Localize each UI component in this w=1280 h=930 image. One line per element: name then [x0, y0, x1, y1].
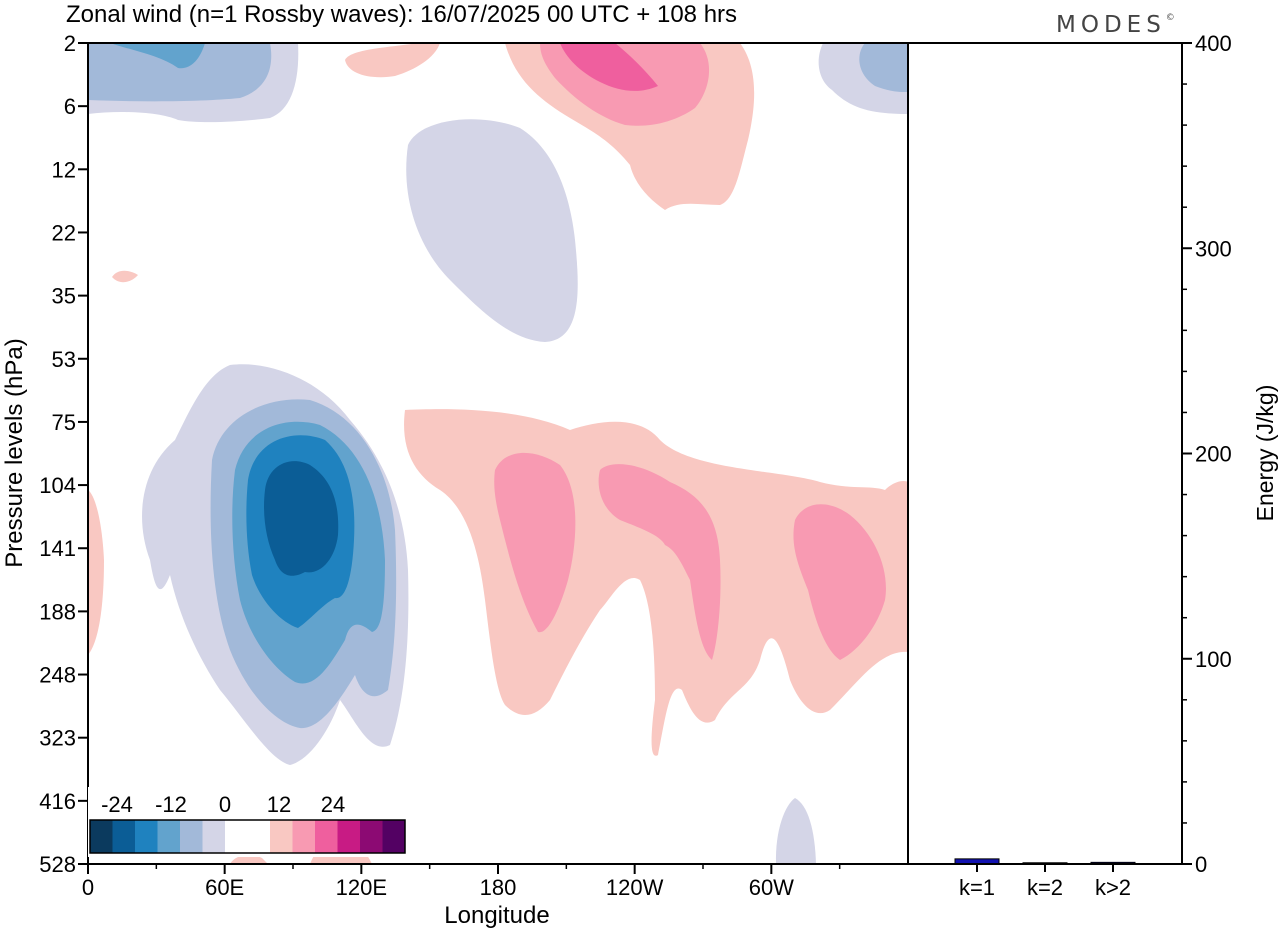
colorbar-swatch [157, 820, 180, 853]
contour-neg-10-upper-right [859, 43, 908, 92]
colorbar-swatch [225, 820, 248, 853]
colorbar-swatch [90, 820, 113, 853]
longitude-tick-label: 0 [82, 875, 94, 900]
category-label: k>2 [1095, 875, 1131, 900]
x-axis-label: Longitude [444, 902, 549, 929]
energy-tick-label: 400 [1195, 31, 1232, 56]
contour-pos-15-upper-center [560, 43, 658, 91]
colorbar-swatch [360, 820, 383, 853]
longitude-tick-label: 60W [749, 875, 794, 900]
longitude-tick-label: 120W [606, 875, 664, 900]
contour-neg-15-upper-left [110, 43, 205, 69]
energy-bar-panel: 0 100 200 300 400 k=1 k=2 k>2 [954, 31, 1232, 900]
pressure-tick-label: 53 [52, 347, 76, 372]
energy-tick-label: 0 [1195, 852, 1207, 877]
contour-pos-5-spot [112, 270, 138, 283]
contour-pos-10-east [793, 504, 886, 660]
longitude-tick-label: 120E [336, 875, 387, 900]
colorbar-swatch [112, 820, 135, 853]
colorbar-swatch [382, 820, 405, 853]
colorbar-swatch [270, 820, 293, 853]
modes-logo: MODES© [1056, 12, 1180, 38]
contour-neg-5-stratosphere [406, 119, 578, 343]
energy-tick-label: 300 [1195, 236, 1232, 261]
contour-pos-10-center [598, 464, 721, 660]
category-label: k=2 [1027, 875, 1063, 900]
energy-tick-label: 100 [1195, 647, 1232, 672]
pressure-tick-label: 141 [39, 536, 76, 561]
longitude-tick-label: 60E [205, 875, 244, 900]
pressure-tick-label: 528 [39, 852, 76, 877]
pressure-tick-label: 12 [52, 157, 76, 182]
pressure-axis: 2 6 12 22 35 53 75 104 141 188 248 323 416 528 [39, 31, 88, 877]
contour-pos-5-upper-left [345, 43, 440, 78]
contour-neg-10-upper-left [88, 43, 272, 102]
y-axis-label: Pressure levels (hPa) [1, 338, 28, 567]
colorbar-label: -12 [155, 792, 187, 817]
contour-pos-10-west [494, 452, 576, 633]
pressure-tick-label: 188 [39, 599, 76, 624]
colorbar-swatch [315, 820, 338, 853]
pressure-tick-label: 6 [64, 94, 76, 119]
colorbar-swatch [202, 820, 225, 853]
pressure-tick-label: 248 [39, 663, 76, 688]
colorbar-label: 0 [219, 792, 231, 817]
energy-tick-label: 200 [1195, 442, 1232, 467]
right-plot-frame [907, 42, 1183, 865]
pressure-tick-label: 323 [39, 726, 76, 751]
colorbar-label: 24 [321, 792, 345, 817]
colorbar-swatch [135, 820, 158, 853]
longitude-axis: 0 60E 120E 180 120W 60W [82, 864, 841, 900]
pressure-tick-label: 2 [64, 31, 76, 56]
colorbar-swatch [337, 820, 360, 853]
colorbar-frame [89, 819, 406, 854]
colorbar-label: 12 [267, 792, 291, 817]
contour-neg-25-trough [264, 461, 339, 576]
energy-axis-label: Energy (J/kg) [1252, 385, 1278, 522]
colorbar-swatch [180, 820, 203, 853]
pressure-tick-label: 416 [39, 789, 76, 814]
contour-field [88, 43, 908, 864]
contour-neg-5-surface [775, 798, 816, 864]
pressure-tick-label: 22 [52, 220, 76, 245]
colorbar-label: -24 [101, 792, 133, 817]
colorbar: -24 -12 0 12 24 [88, 787, 407, 857]
chart-title: Zonal wind (n=1 Rossby waves): 16/07/202… [66, 1, 737, 28]
longitude-tick-label: 180 [480, 875, 517, 900]
contour-pos-5-left-edge [88, 490, 104, 655]
category-label: k=1 [959, 875, 995, 900]
pressure-tick-label: 75 [52, 410, 76, 435]
colorbar-swatch [247, 820, 270, 853]
pressure-tick-label: 35 [52, 284, 76, 309]
colorbar-swatch [292, 820, 315, 853]
pressure-tick-label: 104 [39, 473, 76, 498]
